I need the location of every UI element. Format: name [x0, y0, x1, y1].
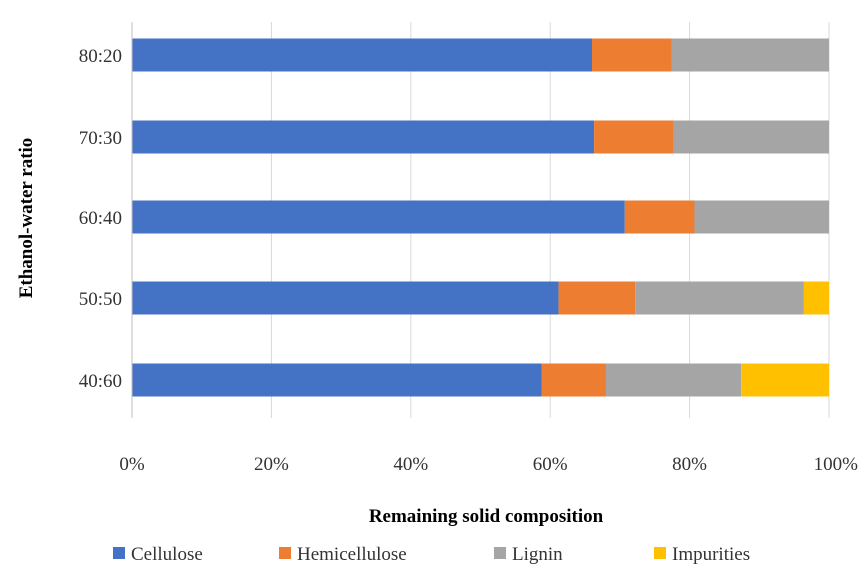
y-tick-labels: 80:20 70:30 60:40 50:50 40:60 [79, 46, 122, 392]
bar-segment-hemicellulose-50-50 [558, 281, 636, 315]
x-tick-label: 40% [393, 454, 428, 475]
x-tick-label: 20% [254, 454, 289, 475]
y-tick-label: 70:30 [79, 128, 122, 149]
bars [132, 38, 829, 397]
x-tick-label: 0% [119, 454, 145, 475]
bar-segment-lignin-60-40 [694, 200, 829, 234]
x-tick-label: 80% [672, 454, 707, 475]
bar-segment-cellulose-50-50 [132, 281, 559, 315]
x-axis-title: Remaining solid composition [369, 506, 604, 527]
bar-segment-hemicellulose-40-60 [541, 363, 606, 397]
legend-swatch-lignin [494, 547, 506, 559]
x-tick-labels: 0% 20% 40% 60% 80% 100% [119, 454, 858, 475]
y-axis-title: Ethanol-water ratio [16, 138, 37, 299]
legend-swatch-hemicellulose [279, 547, 291, 559]
bar-segment-lignin-70-30 [673, 120, 829, 154]
bar-segment-cellulose-60-40 [132, 200, 625, 234]
legend-label-cellulose: Cellulose [131, 544, 203, 565]
bar-segment-cellulose-70-30 [132, 120, 595, 154]
legend-label-hemicellulose: Hemicellulose [297, 544, 407, 565]
x-tick-label: 100% [814, 454, 859, 475]
bar-segment-cellulose-80-20 [132, 38, 593, 72]
bar-segment-lignin-50-50 [635, 281, 804, 315]
legend-label-impurities: Impurities [672, 544, 750, 565]
y-tick-label: 50:50 [79, 289, 122, 310]
legend-swatch-cellulose [113, 547, 125, 559]
bar-segment-lignin-80-20 [671, 38, 829, 72]
legend-label-lignin: Lignin [512, 544, 563, 565]
y-tick-label: 60:40 [79, 208, 122, 229]
bar-segment-lignin-40-60 [605, 363, 742, 397]
legend-swatch-impurities [654, 547, 666, 559]
bar-segment-cellulose-40-60 [132, 363, 542, 397]
bar-segment-hemicellulose-60-40 [624, 200, 695, 234]
legend: Cellulose Hemicellulose Lignin Impurities [113, 544, 750, 565]
y-tick-label: 80:20 [79, 46, 122, 67]
bar-segment-hemicellulose-70-30 [594, 120, 674, 154]
bar-segment-impurities-40-60 [741, 363, 829, 397]
bar-segment-impurities-50-50 [803, 281, 829, 315]
bar-segment-hemicellulose-80-20 [592, 38, 672, 72]
x-tick-label: 60% [533, 454, 568, 475]
y-tick-label: 40:60 [79, 371, 122, 392]
